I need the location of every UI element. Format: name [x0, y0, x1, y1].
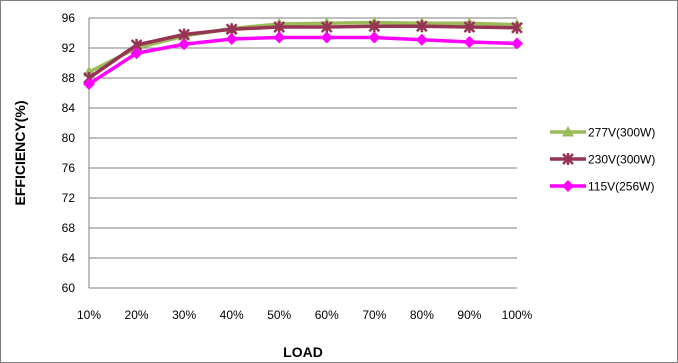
data-point-2 [320, 31, 333, 44]
y-tick-label: 64 [62, 251, 76, 265]
y-tick-label: 60 [62, 281, 76, 295]
data-point-1 [368, 20, 381, 33]
x-tick-label: 20% [125, 308, 149, 322]
data-point-1 [511, 21, 523, 34]
legend-label: 115V(256W) [588, 180, 654, 194]
legend-label: 277V(300W) [588, 126, 655, 140]
data-point-2 [368, 31, 381, 44]
data-point-1 [416, 20, 428, 33]
y-tick-label: 92 [62, 41, 76, 55]
y-tick-label: 84 [62, 101, 76, 115]
x-tick-label: 60% [315, 308, 339, 322]
data-point-2 [273, 31, 286, 44]
x-tick-label: 40% [220, 308, 244, 322]
data-point-1 [320, 21, 333, 33]
y-tick-label: 76 [62, 161, 76, 175]
x-tick-label: 30% [172, 308, 196, 322]
data-point-1 [273, 21, 286, 33]
x-tick-label: 50% [267, 308, 291, 322]
data-point-2 [463, 36, 476, 48]
series-line-0 [88, 20, 518, 74]
x-tick-label: 100% [502, 308, 533, 322]
legend-marker [562, 180, 574, 192]
legend-marker [562, 153, 574, 165]
data-point-2 [83, 78, 95, 90]
x-tick-label: 80% [410, 308, 434, 322]
y-tick-label: 96 [62, 11, 76, 25]
y-tick-label: 68 [62, 221, 76, 235]
series-line-2 [88, 35, 518, 86]
data-point-2 [178, 38, 191, 51]
legend-marker [562, 126, 574, 137]
data-point-1 [463, 21, 476, 33]
data-point-2 [415, 33, 428, 46]
y-tick-label: 80 [62, 131, 76, 145]
y-tick-label: 88 [62, 71, 76, 85]
y-axis-title: EFFICIENCY(%) [12, 101, 28, 206]
x-tick-label: 90% [457, 308, 481, 322]
x-axis-title: LOAD [283, 344, 323, 360]
data-point-2 [511, 37, 523, 50]
data-point-2 [130, 47, 143, 60]
data-point-2 [225, 33, 238, 45]
x-tick-label: 10% [77, 308, 101, 322]
series-line-1 [88, 24, 518, 80]
y-tick-label: 72 [62, 191, 76, 205]
legend-label: 230V(300W) [588, 153, 655, 167]
x-tick-label: 70% [362, 308, 386, 322]
